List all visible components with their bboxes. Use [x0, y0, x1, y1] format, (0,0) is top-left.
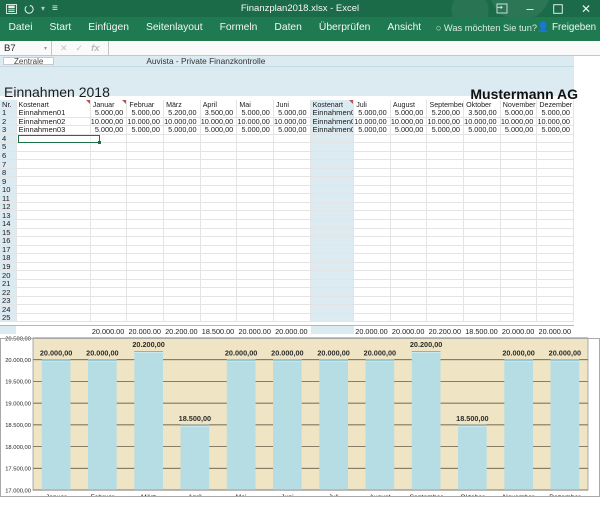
svg-text:20.000,00: 20.000,00	[40, 349, 72, 358]
svg-text:20.000,00: 20.000,00	[86, 349, 118, 358]
svg-text:20.000,00: 20.000,00	[549, 349, 581, 358]
svg-text:18.500,00: 18.500,00	[456, 414, 488, 423]
svg-text:20.200,00: 20.200,00	[132, 340, 164, 349]
svg-text:17.500,00: 17.500,00	[5, 467, 31, 473]
svg-text:20.000,00: 20.000,00	[502, 349, 534, 358]
svg-text:18.000,00: 18.000,00	[5, 445, 31, 451]
svg-text:19.500,00: 19.500,00	[5, 380, 31, 386]
svg-text:20.200,00: 20.200,00	[410, 340, 442, 349]
svg-text:20.000,00: 20.000,00	[271, 349, 303, 358]
svg-text:19.000,00: 19.000,00	[5, 401, 31, 407]
svg-text:20.000,00: 20.000,00	[317, 349, 349, 358]
svg-text:18.500,00: 18.500,00	[5, 423, 31, 429]
svg-text:17.000,00: 17.000,00	[5, 488, 31, 494]
svg-text:20.000,00: 20.000,00	[364, 349, 396, 358]
svg-text:20.500,00: 20.500,00	[5, 336, 31, 342]
svg-text:20.000,00: 20.000,00	[5, 358, 31, 364]
svg-text:20.000,00: 20.000,00	[225, 349, 257, 358]
svg-text:18.500,00: 18.500,00	[179, 414, 211, 423]
